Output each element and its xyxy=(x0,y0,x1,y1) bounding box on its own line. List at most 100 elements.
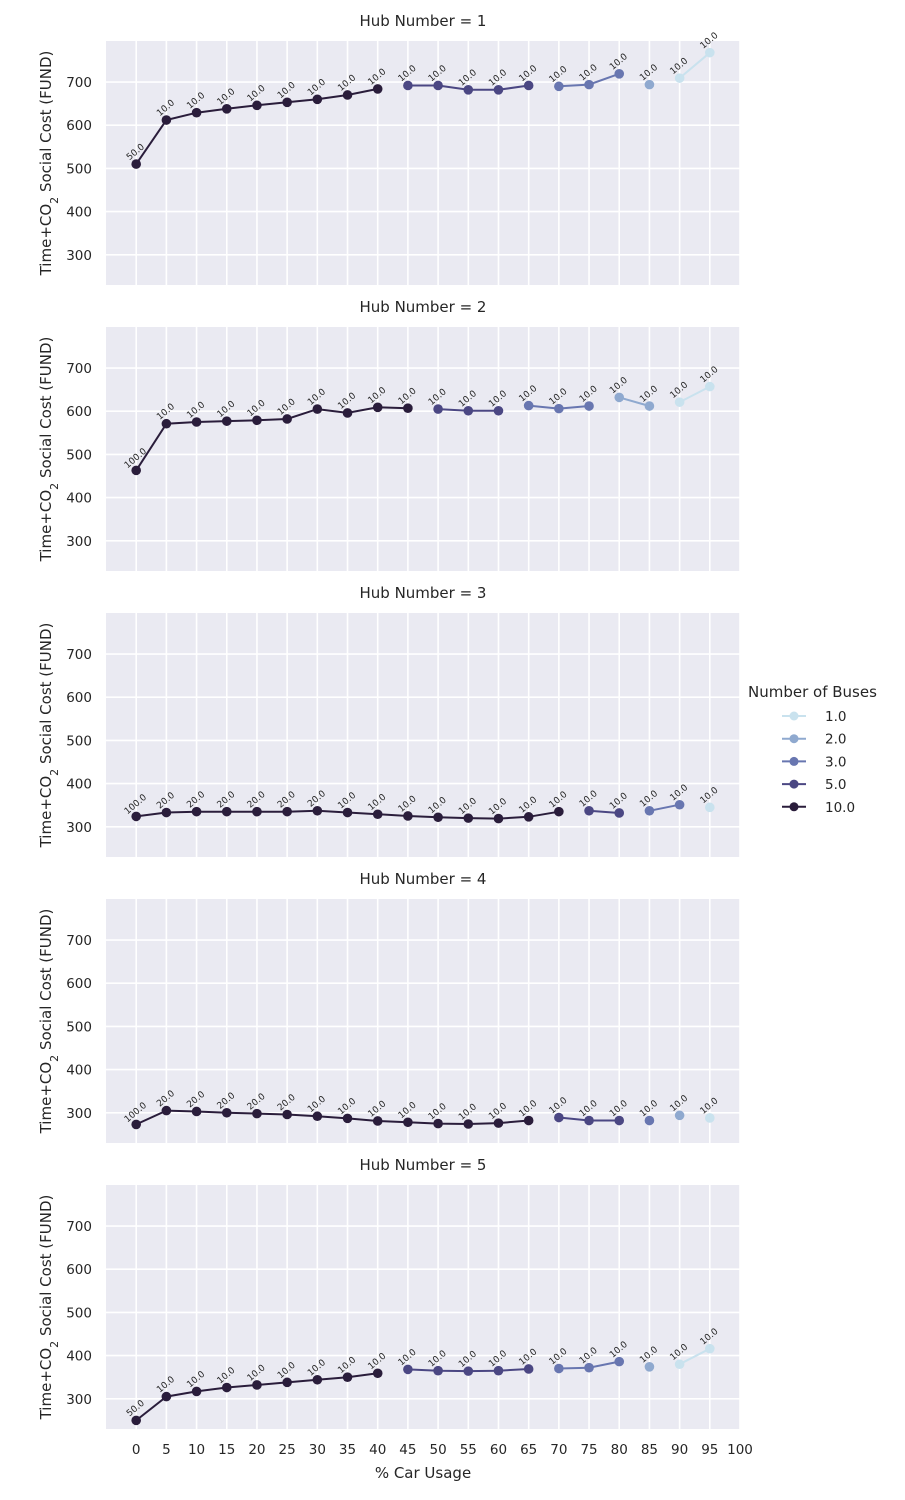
panel-hub-3: 300 400 500 600 700 Hub Number = 3 Time+CO2 So… xyxy=(37,584,741,857)
x-tick-label: 95 xyxy=(701,1442,718,1458)
x-tick-label: 80 xyxy=(611,1442,628,1458)
panel-title: Hub Number = 4 xyxy=(360,870,487,888)
data-point xyxy=(312,94,323,105)
data-point xyxy=(463,405,474,416)
data-point xyxy=(674,799,685,810)
series-line xyxy=(678,51,711,79)
y-tick-label: 300 xyxy=(66,1392,92,1408)
y-tick-label: 600 xyxy=(66,690,92,706)
data-point xyxy=(342,1113,353,1124)
y-tick-label: 300 xyxy=(66,248,92,264)
series-line xyxy=(679,385,711,403)
data-point xyxy=(372,402,383,413)
data-point xyxy=(463,1119,474,1129)
data-point xyxy=(493,405,504,416)
data-point xyxy=(614,69,625,79)
x-tick-label: 25 xyxy=(279,1442,296,1458)
data-point xyxy=(493,813,504,824)
x-tick-label: 70 xyxy=(550,1442,567,1458)
x-tick-label: 10 xyxy=(188,1442,205,1458)
data-point xyxy=(463,1366,474,1376)
data-point xyxy=(221,1382,232,1393)
data-point xyxy=(131,1119,141,1130)
panel-hub-4: 300 400 500 600 700 Hub Number = 4 Time+CO2 So… xyxy=(37,870,741,1143)
data-point xyxy=(614,808,625,818)
data-point xyxy=(372,1116,383,1126)
x-tick-label: 50 xyxy=(430,1442,447,1458)
data-point xyxy=(161,807,172,818)
data-point xyxy=(252,100,262,111)
data-point xyxy=(523,812,534,822)
legend-label: 3.0 xyxy=(825,754,846,770)
plot-background xyxy=(106,327,740,571)
data-point xyxy=(705,1343,715,1354)
series-line xyxy=(679,1347,711,1366)
data-point xyxy=(252,415,262,426)
y-tick-label: 300 xyxy=(66,820,92,836)
data-point xyxy=(493,1118,504,1128)
y-tick-label: 600 xyxy=(66,1262,92,1278)
y-tick-label: 700 xyxy=(66,361,92,377)
data-point xyxy=(674,1110,685,1121)
y-tick-label: 600 xyxy=(66,118,92,134)
data-point xyxy=(221,416,232,426)
y-tick-label: 700 xyxy=(66,75,92,91)
data-point xyxy=(674,1359,685,1370)
y-tick-label: 500 xyxy=(66,733,92,749)
data-point xyxy=(372,809,383,820)
x-tick-label: 45 xyxy=(399,1442,416,1458)
data-point xyxy=(644,1115,655,1126)
legend-entry: 5.0 xyxy=(782,777,846,793)
y-tick-label: 300 xyxy=(66,1106,92,1122)
legend-title: Number of Buses xyxy=(748,683,877,701)
data-point xyxy=(191,1386,202,1397)
data-point xyxy=(282,97,292,108)
data-point xyxy=(644,79,655,90)
data-point xyxy=(463,85,474,95)
data-point xyxy=(191,107,202,118)
data-point xyxy=(342,807,353,818)
data-point xyxy=(554,806,564,817)
series-line xyxy=(588,809,620,814)
data-point xyxy=(705,47,715,58)
plot-background xyxy=(106,613,740,857)
data-point xyxy=(554,1112,564,1123)
data-point xyxy=(342,408,353,418)
data-point xyxy=(644,805,655,816)
data-point xyxy=(131,811,141,822)
data-point xyxy=(523,1364,534,1374)
y-tick-label: 500 xyxy=(66,1305,92,1321)
x-tick-label: 85 xyxy=(641,1442,658,1458)
series-line xyxy=(135,1109,529,1126)
y-tick-label: 400 xyxy=(66,205,92,221)
data-point xyxy=(403,1117,413,1128)
data-point xyxy=(705,802,715,813)
data-point xyxy=(282,1109,292,1120)
data-point xyxy=(312,1111,323,1122)
data-point xyxy=(221,104,232,114)
data-point xyxy=(282,1377,292,1388)
panel-title: Hub Number = 1 xyxy=(360,12,487,30)
legend-marker xyxy=(789,734,799,744)
y-tick-label: 400 xyxy=(66,491,92,507)
y-tick-label: 500 xyxy=(66,161,92,177)
legend-entry: 2.0 xyxy=(782,732,846,748)
data-point xyxy=(674,397,685,407)
data-point xyxy=(523,1115,534,1126)
y-axis-label: Time+CO2 Social Cost (FUND) xyxy=(37,909,61,1135)
data-point xyxy=(403,80,413,91)
data-point xyxy=(433,80,443,91)
data-point xyxy=(282,806,292,817)
legend-marker xyxy=(789,711,799,721)
x-tick-label: 90 xyxy=(671,1442,688,1458)
data-point xyxy=(493,85,504,95)
x-tick-label: 55 xyxy=(460,1442,477,1458)
x-tick-label: 0 xyxy=(132,1442,141,1458)
y-axis-label: Time+CO2 Social Cost (FUND) xyxy=(37,337,61,563)
data-point xyxy=(161,115,172,125)
data-point xyxy=(191,1106,202,1117)
x-tick-label: 35 xyxy=(339,1442,356,1458)
x-tick-label: 30 xyxy=(309,1442,326,1458)
legend-label: 5.0 xyxy=(825,777,846,793)
